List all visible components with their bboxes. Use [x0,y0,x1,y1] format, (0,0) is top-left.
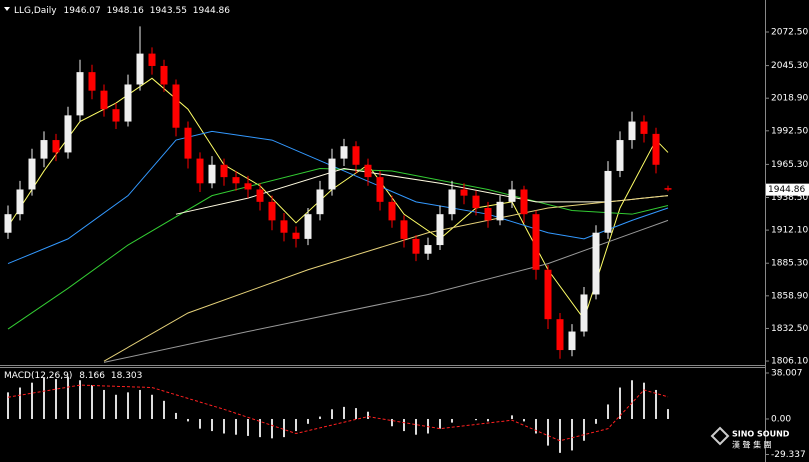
candle-body [340,146,348,159]
moving-average [7,77,669,321]
candle-body [556,319,564,351]
candle-body [100,90,108,110]
candle-body [592,232,600,295]
logo: SINO SOUND 漢 聲 集 團 [710,426,790,450]
candle-body [280,220,288,233]
candle-body [448,189,456,215]
candle-body [508,189,516,202]
y-tick-label: 38.007 [771,368,803,378]
open: 1946.07 [64,6,101,16]
candle-body [544,269,552,320]
candle-body [388,201,396,221]
candle-body [124,84,132,122]
candle-body [532,214,540,270]
candle-body [376,177,384,202]
candle-body [256,189,264,202]
candle-body [4,214,12,233]
close: 1944.86 [193,6,230,16]
chart-header: LLG,Daily 1946.07 1948.16 1943.55 1944.8… [14,6,230,16]
candle-body [568,331,576,351]
candle-body [616,140,624,171]
candle-body [352,146,360,165]
candle-body [484,208,492,221]
candle-body [184,127,192,159]
candle-body [136,53,144,85]
y-tick-label: 1832.50 [771,324,808,334]
candle-body [52,140,60,153]
candle-body [628,121,636,141]
y-tick-label: 2018.90 [771,94,808,104]
moving-average [103,195,669,362]
candle-body [268,201,276,221]
y-tick-label: 1938.50 [771,193,808,203]
menu-arrow [4,7,10,11]
logo-chinese: 漢 聲 集 團 [732,440,772,450]
logo-name: SINO SOUND [732,430,790,439]
candle-body [64,115,72,153]
candle-body [40,140,48,159]
logo-icon [710,426,730,446]
candle-body [652,133,660,165]
candle-body [664,188,672,190]
candle-body [460,189,468,196]
candle-body [304,214,312,239]
candle-body [196,158,204,184]
candle-body [400,220,408,239]
y-tick-label: 1912.10 [771,226,808,236]
macd-label: MACD(12,26,9) [4,371,72,381]
high: 1948.16 [107,6,144,16]
candle-body [364,164,372,178]
candle-body [424,245,432,254]
moving-average [103,219,669,363]
signal-value: 18.303 [111,371,143,381]
candle-body [16,189,24,215]
candle-body [172,84,180,128]
low: 1943.55 [150,6,187,16]
candle-body [412,238,420,254]
candle-body [112,109,120,122]
candle-body [76,72,84,116]
macd-signal [7,384,669,442]
candle-body [496,201,504,221]
candle-body [472,195,480,209]
candle-body [640,121,648,134]
candle-body [148,53,156,66]
candle-body [520,189,528,215]
moving-average [7,130,669,265]
y-tick-label: 2045.30 [771,61,808,71]
candle-body [160,65,168,85]
y-tick-label: 1885.30 [771,259,808,269]
candle-body [316,189,324,215]
candle-body [232,177,240,184]
current-price: 1944.86 [768,185,805,195]
y-tick-label: -29.337 [771,450,806,460]
macd-header: MACD(12,26,9) 8.166 18.303 [4,371,142,381]
y-tick-label: 1992.50 [771,126,808,136]
y-tick-label: 2072.50 [771,27,808,37]
symbol: LLG,Daily [14,6,57,16]
price-label-box [766,183,809,196]
candle-body [436,214,444,246]
y-tick-label: 1858.90 [771,291,808,301]
candle-body [328,158,336,190]
candle-body [88,72,96,91]
candle-body [244,183,252,190]
candle-body [208,164,216,184]
y-tick-label: 0.00 [771,414,791,424]
candle-body [220,164,228,178]
candle-body [604,170,612,233]
candle-body [28,158,36,190]
macd-value: 8.166 [79,371,105,381]
candle-body [292,232,300,239]
y-tick-label: 1806.10 [771,357,808,367]
y-tick-label: 1965.30 [771,160,808,170]
candle-body [580,294,588,332]
